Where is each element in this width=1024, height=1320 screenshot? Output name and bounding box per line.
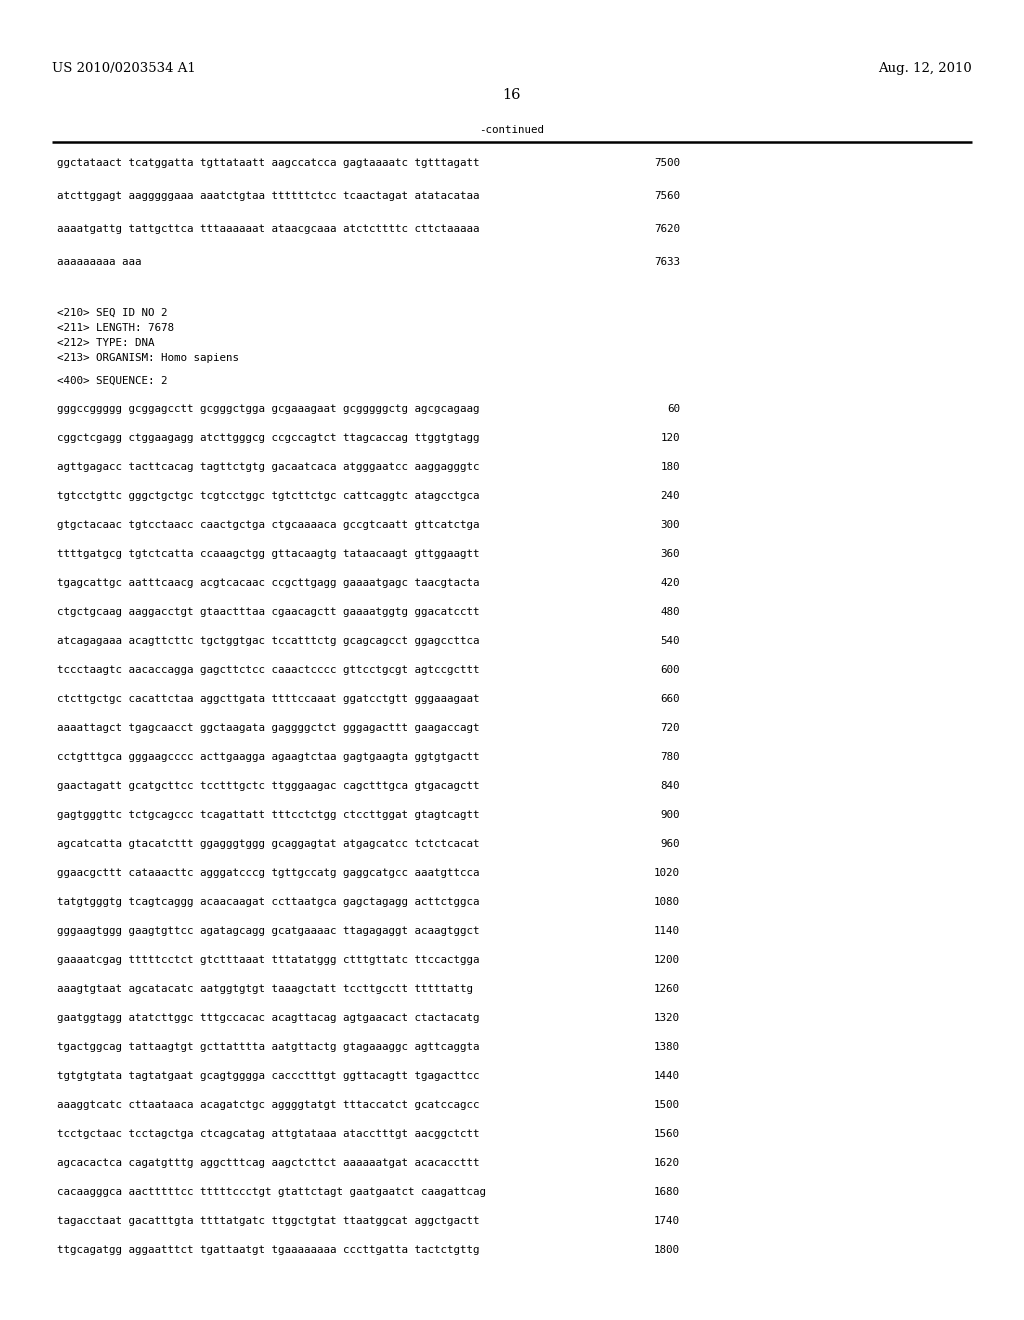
Text: ctgctgcaag aaggacctgt gtaactttaa cgaacagctt gaaaatggtg ggacatcctt: ctgctgcaag aaggacctgt gtaactttaa cgaacag… (57, 607, 479, 616)
Text: <210> SEQ ID NO 2: <210> SEQ ID NO 2 (57, 308, 168, 318)
Text: 480: 480 (660, 607, 680, 616)
Text: 7633: 7633 (654, 257, 680, 267)
Text: tgactggcag tattaagtgt gcttatttta aatgttactg gtagaaaggc agttcaggta: tgactggcag tattaagtgt gcttatttta aatgtta… (57, 1041, 479, 1052)
Text: 1440: 1440 (654, 1071, 680, 1081)
Text: tccctaagtc aacaccagga gagcttctcc caaactcccc gttcctgcgt agtccgcttt: tccctaagtc aacaccagga gagcttctcc caaactc… (57, 665, 479, 675)
Text: agcacactca cagatgtttg aggctttcag aagctcttct aaaaaatgat acacaccttt: agcacactca cagatgtttg aggctttcag aagctct… (57, 1158, 479, 1168)
Text: aaaaaaaaa aaa: aaaaaaaaa aaa (57, 257, 141, 267)
Text: Aug. 12, 2010: Aug. 12, 2010 (879, 62, 972, 75)
Text: tgtcctgttc gggctgctgc tcgtcctggc tgtcttctgc cattcaggtc atagcctgca: tgtcctgttc gggctgctgc tcgtcctggc tgtcttc… (57, 491, 479, 502)
Text: 16: 16 (503, 88, 521, 102)
Text: 1080: 1080 (654, 898, 680, 907)
Text: <213> ORGANISM: Homo sapiens: <213> ORGANISM: Homo sapiens (57, 352, 239, 363)
Text: 120: 120 (660, 433, 680, 444)
Text: 960: 960 (660, 840, 680, 849)
Text: 1800: 1800 (654, 1245, 680, 1255)
Text: 1740: 1740 (654, 1216, 680, 1226)
Text: gagtgggttc tctgcagccc tcagattatt tttcctctgg ctccttggat gtagtcagtt: gagtgggttc tctgcagccc tcagattatt tttcctc… (57, 810, 479, 820)
Text: 1380: 1380 (654, 1041, 680, 1052)
Text: 7620: 7620 (654, 224, 680, 234)
Text: gtgctacaac tgtcctaacc caactgctga ctgcaaaaca gccgtcaatt gttcatctga: gtgctacaac tgtcctaacc caactgctga ctgcaaa… (57, 520, 479, 531)
Text: 540: 540 (660, 636, 680, 645)
Text: 1680: 1680 (654, 1187, 680, 1197)
Text: agttgagacc tacttcacag tagttctgtg gacaatcaca atgggaatcc aaggagggtc: agttgagacc tacttcacag tagttctgtg gacaatc… (57, 462, 479, 473)
Text: 1500: 1500 (654, 1100, 680, 1110)
Text: gaactagatt gcatgcttcc tcctttgctc ttgggaagac cagctttgca gtgacagctt: gaactagatt gcatgcttcc tcctttgctc ttgggaa… (57, 781, 479, 791)
Text: 420: 420 (660, 578, 680, 587)
Text: cctgtttgca gggaagcccc acttgaagga agaagtctaa gagtgaagta ggtgtgactt: cctgtttgca gggaagcccc acttgaagga agaagtc… (57, 752, 479, 762)
Text: -continued: -continued (479, 125, 545, 135)
Text: 660: 660 (660, 694, 680, 704)
Text: <212> TYPE: DNA: <212> TYPE: DNA (57, 338, 155, 348)
Text: 600: 600 (660, 665, 680, 675)
Text: 7560: 7560 (654, 191, 680, 201)
Text: 180: 180 (660, 462, 680, 473)
Text: agcatcatta gtacatcttt ggagggtggg gcaggagtat atgagcatcc tctctcacat: agcatcatta gtacatcttt ggagggtggg gcaggag… (57, 840, 479, 849)
Text: atcttggagt aagggggaaa aaatctgtaa ttttttctcc tcaactagat atatacataa: atcttggagt aagggggaaa aaatctgtaa ttttttc… (57, 191, 479, 201)
Text: 1020: 1020 (654, 869, 680, 878)
Text: <400> SEQUENCE: 2: <400> SEQUENCE: 2 (57, 376, 168, 385)
Text: tagacctaat gacatttgta ttttatgatc ttggctgtat ttaatggcat aggctgactt: tagacctaat gacatttgta ttttatgatc ttggctg… (57, 1216, 479, 1226)
Text: atcagagaaa acagttcttc tgctggtgac tccatttctg gcagcagcct ggagccttca: atcagagaaa acagttcttc tgctggtgac tccattt… (57, 636, 479, 645)
Text: aaagtgtaat agcatacatc aatggtgtgt taaagctatt tccttgcctt tttttattg: aaagtgtaat agcatacatc aatggtgtgt taaagct… (57, 983, 473, 994)
Text: cggctcgagg ctggaagagg atcttgggcg ccgccagtct ttagcaccag ttggtgtagg: cggctcgagg ctggaagagg atcttgggcg ccgccag… (57, 433, 479, 444)
Text: 900: 900 (660, 810, 680, 820)
Text: <211> LENGTH: 7678: <211> LENGTH: 7678 (57, 323, 174, 333)
Text: tcctgctaac tcctagctga ctcagcatag attgtataaa atacctttgt aacggctctt: tcctgctaac tcctagctga ctcagcatag attgtat… (57, 1129, 479, 1139)
Text: gggaagtggg gaagtgttcc agatagcagg gcatgaaaac ttagagaggt acaagtggct: gggaagtggg gaagtgttcc agatagcagg gcatgaa… (57, 927, 479, 936)
Text: 1260: 1260 (654, 983, 680, 994)
Text: ttgcagatgg aggaatttct tgattaatgt tgaaaaaaaa cccttgatta tactctgttg: ttgcagatgg aggaatttct tgattaatgt tgaaaaa… (57, 1245, 479, 1255)
Text: tatgtgggtg tcagtcaggg acaacaagat ccttaatgca gagctagagg acttctggca: tatgtgggtg tcagtcaggg acaacaagat ccttaat… (57, 898, 479, 907)
Text: 60: 60 (667, 404, 680, 414)
Text: 1320: 1320 (654, 1012, 680, 1023)
Text: 720: 720 (660, 723, 680, 733)
Text: 1200: 1200 (654, 954, 680, 965)
Text: tgagcattgc aatttcaacg acgtcacaac ccgcttgagg gaaaatgagc taacgtacta: tgagcattgc aatttcaacg acgtcacaac ccgcttg… (57, 578, 479, 587)
Text: 780: 780 (660, 752, 680, 762)
Text: 7500: 7500 (654, 158, 680, 168)
Text: tgtgtgtata tagtatgaat gcagtgggga caccctttgt ggttacagtt tgagacttcc: tgtgtgtata tagtatgaat gcagtgggga caccctt… (57, 1071, 479, 1081)
Text: aaaattagct tgagcaacct ggctaagata gaggggctct gggagacttt gaagaccagt: aaaattagct tgagcaacct ggctaagata gaggggc… (57, 723, 479, 733)
Text: gggccggggg gcggagcctt gcgggctgga gcgaaagaat gcgggggctg agcgcagaag: gggccggggg gcggagcctt gcgggctgga gcgaaag… (57, 404, 479, 414)
Text: ctcttgctgc cacattctaa aggcttgata ttttccaaat ggatcctgtt gggaaagaat: ctcttgctgc cacattctaa aggcttgata ttttcca… (57, 694, 479, 704)
Text: ggaacgcttt cataaacttc agggatcccg tgttgccatg gaggcatgcc aaatgttcca: ggaacgcttt cataaacttc agggatcccg tgttgcc… (57, 869, 479, 878)
Text: aaaatgattg tattgcttca tttaaaaaat ataacgcaaa atctcttttc cttctaaaaa: aaaatgattg tattgcttca tttaaaaaat ataacgc… (57, 224, 479, 234)
Text: 300: 300 (660, 520, 680, 531)
Text: aaaggtcatc cttaataaca acagatctgc aggggtatgt tttaccatct gcatccagcc: aaaggtcatc cttaataaca acagatctgc aggggta… (57, 1100, 479, 1110)
Text: 1620: 1620 (654, 1158, 680, 1168)
Text: US 2010/0203534 A1: US 2010/0203534 A1 (52, 62, 196, 75)
Text: 1560: 1560 (654, 1129, 680, 1139)
Text: ggctataact tcatggatta tgttataatt aagccatcca gagtaaaatc tgtttagatt: ggctataact tcatggatta tgttataatt aagccat… (57, 158, 479, 168)
Text: gaaaatcgag tttttcctct gtctttaaat tttatatggg ctttgttatc ttccactgga: gaaaatcgag tttttcctct gtctttaaat tttatat… (57, 954, 479, 965)
Text: 1140: 1140 (654, 927, 680, 936)
Text: ttttgatgcg tgtctcatta ccaaagctgg gttacaagtg tataacaagt gttggaagtt: ttttgatgcg tgtctcatta ccaaagctgg gttacaa… (57, 549, 479, 558)
Text: 240: 240 (660, 491, 680, 502)
Text: cacaagggca aactttttcc tttttccctgt gtattctagt gaatgaatct caagattcag: cacaagggca aactttttcc tttttccctgt gtattc… (57, 1187, 486, 1197)
Text: 360: 360 (660, 549, 680, 558)
Text: gaatggtagg atatcttggc tttgccacac acagttacag agtgaacact ctactacatg: gaatggtagg atatcttggc tttgccacac acagtta… (57, 1012, 479, 1023)
Text: 840: 840 (660, 781, 680, 791)
